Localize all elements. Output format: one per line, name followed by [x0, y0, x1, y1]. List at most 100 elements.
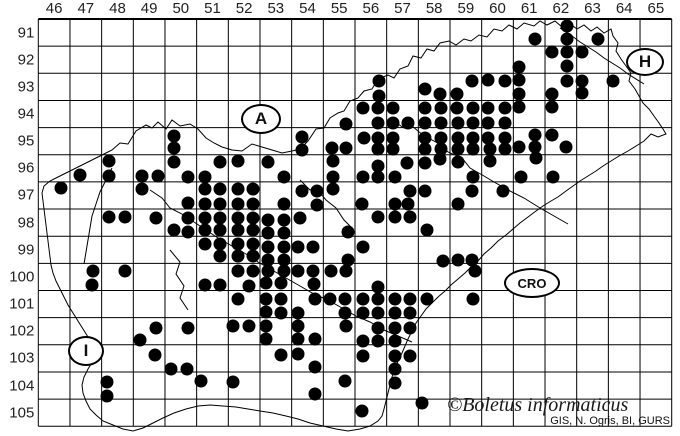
row-label-102: 102	[9, 322, 35, 340]
distribution-dot	[167, 141, 181, 155]
distribution-dot	[306, 264, 320, 278]
row-label-93: 93	[17, 78, 35, 96]
row-label-92: 92	[17, 51, 35, 69]
distribution-dot	[338, 306, 352, 320]
distribution-dot	[386, 101, 400, 115]
distribution-dot	[388, 362, 402, 376]
distribution-dot	[465, 74, 479, 88]
distribution-dot	[167, 129, 181, 143]
distribution-dot	[295, 143, 309, 157]
distribution-dot	[498, 142, 512, 156]
distribution-dot	[545, 45, 559, 59]
distribution-dot	[403, 292, 417, 306]
distribution-dot	[403, 321, 417, 335]
distribution-dot	[498, 74, 512, 88]
distribution-dot	[339, 117, 353, 131]
distribution-dot	[291, 347, 305, 361]
col-label-60: 60	[489, 0, 506, 17]
col-label-51: 51	[204, 0, 221, 17]
distribution-dot	[512, 87, 526, 101]
distribution-dot	[371, 210, 385, 224]
col-label-49: 49	[140, 0, 158, 17]
row-label-91: 91	[17, 24, 35, 42]
distribution-dot	[560, 74, 574, 88]
distribution-dot	[118, 210, 132, 224]
distribution-dot	[246, 211, 260, 225]
col-label-53: 53	[267, 0, 285, 17]
region-label-H: H	[626, 48, 664, 76]
distribution-dot	[371, 142, 385, 156]
distribution-dot	[277, 170, 291, 184]
distribution-dot	[512, 73, 526, 87]
distribution-dot	[213, 197, 227, 211]
distribution-dot	[85, 278, 99, 292]
col-label-62: 62	[552, 0, 570, 17]
distribution-dot	[291, 319, 305, 333]
distribution-dot	[481, 116, 495, 130]
distribution-dot	[356, 101, 370, 115]
row-label-97: 97	[17, 186, 35, 204]
distribution-dot	[135, 169, 149, 183]
distribution-dot	[418, 116, 432, 130]
distribution-dot	[295, 130, 309, 144]
distribution-dot	[466, 170, 480, 184]
distribution-dot	[181, 225, 195, 239]
credits: GIS, N. Ogris, BI, GURS	[550, 415, 670, 427]
distribution-dot	[434, 116, 448, 130]
distribution-dot	[307, 277, 321, 291]
distribution-dot	[291, 240, 305, 254]
distribution-dot	[481, 101, 495, 115]
distribution-dot	[326, 154, 340, 168]
distribution-dot	[259, 332, 273, 346]
distribution-dot	[371, 170, 385, 184]
distribution-dot	[498, 131, 512, 145]
distribution-dot	[418, 82, 432, 96]
distribution-dot	[246, 197, 260, 211]
distribution-dot	[164, 362, 178, 376]
distribution-dot	[451, 197, 465, 211]
distribution-dot	[326, 170, 340, 184]
distribution-dot	[231, 197, 245, 211]
distribution-dot	[388, 292, 402, 306]
distribution-dot	[242, 279, 256, 293]
distribution-dot	[465, 253, 479, 267]
distribution-dot	[261, 213, 275, 227]
distribution-dot	[546, 170, 560, 184]
distribution-dot	[213, 223, 227, 237]
distribution-dot	[528, 32, 542, 46]
distribution-dot	[194, 374, 208, 388]
distribution-dot	[451, 142, 465, 156]
distribution-dot	[451, 253, 465, 267]
distribution-dot	[355, 404, 369, 418]
outline-path	[41, 20, 667, 432]
distribution-dot	[259, 319, 273, 333]
distribution-dot	[277, 213, 291, 227]
col-label-52: 52	[235, 0, 253, 17]
distribution-dot	[339, 141, 353, 155]
distribution-dot	[149, 321, 163, 335]
distribution-dot	[496, 184, 510, 198]
distribution-dot	[560, 32, 574, 46]
distribution-dot	[198, 170, 212, 184]
distribution-dot	[246, 264, 260, 278]
distribution-dot	[388, 376, 402, 390]
distribution-dot	[388, 321, 402, 335]
outline-path	[299, 179, 353, 229]
distribution-dot	[418, 101, 432, 115]
distribution-dot	[246, 237, 260, 251]
distribution-dot	[213, 155, 227, 169]
distribution-dot	[213, 211, 227, 225]
distribution-dot	[560, 19, 574, 33]
distribution-dot	[371, 292, 385, 306]
distribution-dot	[277, 240, 291, 254]
col-label-57: 57	[394, 0, 411, 17]
distribution-dot	[356, 170, 370, 184]
distribution-dot	[355, 197, 369, 211]
distribution-dot	[149, 211, 163, 225]
distribution-dot	[308, 292, 322, 306]
distribution-dot	[418, 131, 432, 145]
distribution-dot	[246, 223, 260, 237]
distribution-dot	[356, 349, 370, 363]
row-label-105: 105	[9, 404, 35, 422]
